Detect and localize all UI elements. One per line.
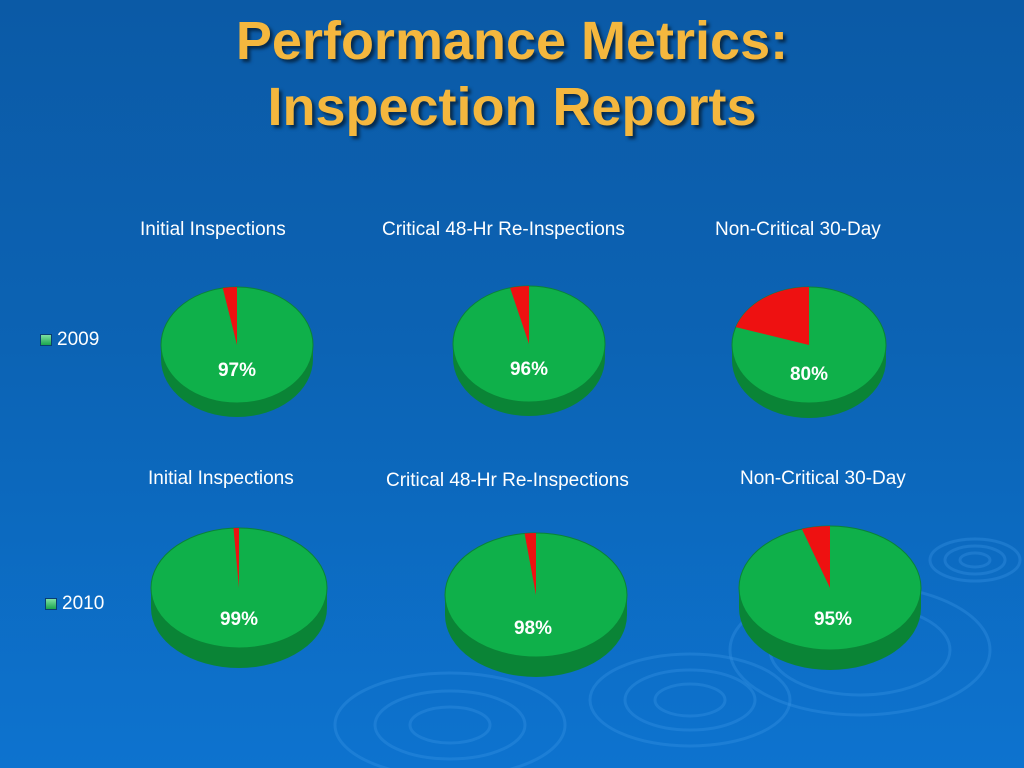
pie-slice-fail [233, 528, 239, 588]
pie-slice-fail [735, 287, 809, 345]
legend-label-2009: 2009 [57, 329, 100, 350]
pie-value-label: 99% [220, 609, 258, 630]
legend-swatch-2009 [40, 334, 52, 346]
pie-value-label: 98% [514, 618, 552, 639]
pie-2010-noncritical: 95% [738, 525, 922, 670]
pie-value-label: 80% [790, 364, 828, 385]
chart-title-2009-critical: Critical 48-Hr Re-Inspections [382, 219, 625, 240]
pie-side [151, 588, 327, 668]
pie-2009-noncritical: 80% [731, 286, 887, 418]
title-line-1: Performance Metrics: [235, 11, 789, 71]
title-line-2: Inspection Reports [267, 77, 757, 137]
legend-label-2010: 2010 [62, 593, 105, 614]
pie-side [732, 345, 886, 418]
pie-value-label: 95% [814, 609, 852, 630]
pie-side [739, 588, 921, 670]
chart-title-2009-noncritical: Non-Critical 30-Day [715, 219, 881, 240]
pie-side [161, 345, 313, 417]
pie-2010-initial: 99% [150, 527, 328, 668]
pie-2009-initial: 97% [160, 286, 314, 417]
pie-side [445, 595, 627, 677]
chart-title-2010-initial: Initial Inspections [148, 468, 294, 489]
pie-value-label: 96% [510, 359, 548, 380]
slide-title: Performance Metrics: Inspection Reports [0, 8, 1024, 140]
chart-title-2010-noncritical: Non-Critical 30-Day [740, 468, 906, 489]
chart-title-2009-initial: Initial Inspections [140, 219, 286, 240]
pie-2010-critical: 98% [444, 532, 628, 677]
pie-2009-critical: 96% [452, 285, 606, 416]
legend-2009: 2009 [40, 329, 99, 351]
pie-slice-fail [222, 287, 237, 345]
pie-slice-fail [801, 526, 830, 588]
chart-title-2010-critical: Critical 48-Hr Re-Inspections [386, 470, 629, 491]
pie-slice-fail [510, 286, 529, 344]
pie-slice-fail [524, 533, 536, 595]
pie-value-label: 97% [218, 360, 256, 381]
legend-2010: 2010 [45, 593, 104, 615]
legend-swatch-2010 [45, 598, 57, 610]
pie-side [453, 344, 605, 416]
